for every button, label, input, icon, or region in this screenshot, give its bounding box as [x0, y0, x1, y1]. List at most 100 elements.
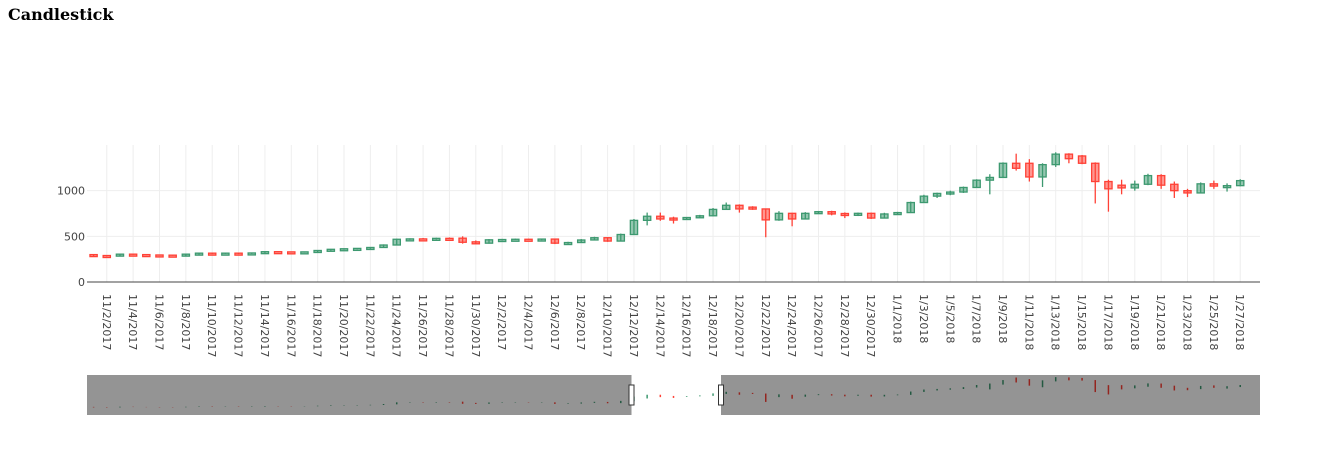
candle[interactable]	[287, 251, 296, 255]
candle[interactable]	[181, 253, 191, 257]
candle[interactable]	[339, 248, 349, 252]
candles[interactable]	[89, 152, 1245, 259]
candle[interactable]	[234, 252, 243, 256]
candle[interactable]	[866, 212, 876, 219]
candle[interactable]	[932, 192, 942, 198]
candle[interactable]	[919, 194, 929, 204]
candle[interactable]	[998, 162, 1008, 179]
candle[interactable]	[1170, 181, 1179, 198]
candle[interactable]	[814, 210, 823, 215]
candle[interactable]	[906, 201, 916, 214]
candle[interactable]	[1038, 163, 1047, 188]
candle[interactable]	[445, 237, 454, 241]
candle[interactable]	[1104, 179, 1113, 212]
candle[interactable]	[366, 246, 375, 251]
candle[interactable]	[827, 210, 836, 216]
candle[interactable]	[352, 247, 362, 252]
candle[interactable]	[142, 253, 151, 258]
candle[interactable]	[1209, 180, 1219, 189]
candle[interactable]	[1130, 180, 1140, 191]
slider-handle-right[interactable]	[718, 384, 725, 406]
candle[interactable]	[168, 254, 177, 258]
candle[interactable]	[669, 216, 678, 224]
candle[interactable]	[563, 241, 573, 246]
candle[interactable]	[247, 252, 257, 256]
slider-handle-left[interactable]	[628, 384, 635, 406]
candle[interactable]	[880, 212, 889, 219]
candle[interactable]	[761, 208, 771, 238]
candle-body	[866, 212, 876, 219]
candle[interactable]	[537, 238, 546, 242]
candle[interactable]	[300, 251, 309, 255]
candle[interactable]	[379, 244, 388, 249]
candle[interactable]	[511, 238, 520, 242]
candle[interactable]	[207, 252, 217, 256]
candle[interactable]	[576, 239, 586, 244]
y-tick-label: 1000	[57, 185, 85, 198]
candle[interactable]	[748, 206, 757, 210]
candle[interactable]	[497, 238, 507, 243]
candle[interactable]	[405, 238, 415, 242]
candle[interactable]	[959, 186, 968, 193]
candle[interactable]	[458, 236, 467, 244]
candle[interactable]	[1222, 183, 1232, 192]
candle[interactable]	[260, 251, 270, 255]
x-tick-label: 1/23/2018	[1181, 294, 1194, 350]
candle[interactable]	[642, 212, 652, 226]
candle[interactable]	[273, 251, 283, 255]
candle[interactable]	[708, 208, 718, 217]
candle[interactable]	[1235, 179, 1245, 187]
candle[interactable]	[1196, 182, 1205, 194]
candle[interactable]	[801, 212, 810, 220]
candle[interactable]	[629, 218, 639, 236]
candle[interactable]	[1051, 152, 1060, 167]
candle[interactable]	[590, 236, 599, 241]
candle[interactable]	[1090, 162, 1100, 204]
candle[interactable]	[603, 237, 612, 242]
candle[interactable]	[787, 212, 797, 227]
candle-body	[761, 208, 771, 221]
candle-body	[273, 251, 283, 255]
x-tick-label: 11/26/2017	[416, 294, 429, 357]
candle[interactable]	[1025, 159, 1034, 182]
range-slider[interactable]	[87, 375, 1260, 415]
candle[interactable]	[1064, 153, 1074, 164]
candle[interactable]	[392, 238, 401, 246]
candle[interactable]	[840, 212, 850, 219]
candle[interactable]	[682, 216, 691, 221]
candle[interactable]	[155, 254, 164, 258]
candle[interactable]	[972, 179, 981, 189]
candle[interactable]	[471, 240, 481, 245]
candle[interactable]	[550, 238, 560, 245]
candle[interactable]	[221, 252, 230, 256]
candle[interactable]	[946, 190, 955, 196]
candle[interactable]	[1183, 188, 1192, 198]
candle[interactable]	[1077, 155, 1087, 165]
candle-body	[1209, 183, 1219, 187]
x-tick-label: 11/22/2017	[363, 294, 376, 357]
candle[interactable]	[418, 237, 428, 242]
candle[interactable]	[484, 239, 494, 244]
candle[interactable]	[102, 254, 112, 259]
candle[interactable]	[115, 253, 125, 257]
candle[interactable]	[1117, 179, 1126, 195]
candle[interactable]	[524, 238, 533, 242]
candle[interactable]	[1156, 174, 1166, 189]
candle[interactable]	[128, 253, 138, 257]
candle[interactable]	[326, 248, 336, 252]
candle[interactable]	[853, 212, 863, 217]
candle[interactable]	[774, 211, 784, 221]
candle[interactable]	[721, 202, 731, 211]
candle[interactable]	[893, 211, 902, 216]
candle[interactable]	[313, 249, 322, 254]
candle[interactable]	[89, 253, 98, 258]
candle[interactable]	[695, 214, 705, 219]
candle[interactable]	[1011, 153, 1021, 171]
candle[interactable]	[616, 233, 626, 242]
candle[interactable]	[431, 237, 441, 241]
candle[interactable]	[735, 204, 744, 213]
candle[interactable]	[985, 174, 995, 195]
candle[interactable]	[194, 252, 204, 256]
candle[interactable]	[656, 212, 665, 221]
candle[interactable]	[1143, 173, 1153, 186]
